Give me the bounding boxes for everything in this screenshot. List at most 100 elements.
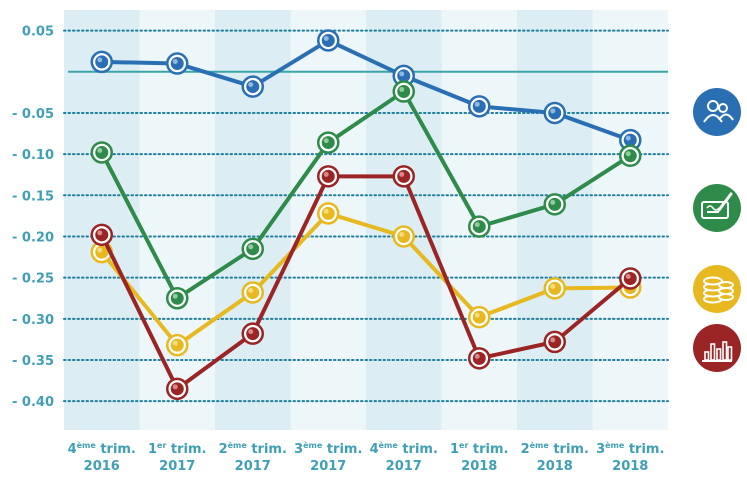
data-point-fill	[397, 229, 411, 243]
data-point-highlight	[97, 147, 103, 153]
data-point-fill	[170, 338, 184, 352]
data-point-fill	[623, 149, 637, 163]
data-point-highlight	[474, 353, 480, 359]
x-tick-label: 1er trim.	[148, 441, 207, 457]
data-point-fill	[95, 55, 109, 69]
x-tick-year: 2017	[159, 459, 195, 474]
data-point-fill	[246, 327, 260, 341]
legend-badge	[693, 324, 741, 372]
x-tick-year: 2017	[386, 459, 422, 474]
data-point-fill	[95, 228, 109, 242]
x-tick-year: 2017	[310, 459, 346, 474]
series-line	[101, 38, 631, 142]
people-icon	[693, 88, 741, 136]
data-point-highlight	[550, 283, 556, 289]
series-lines	[90, 29, 642, 401]
data-point-fill	[246, 242, 260, 256]
data-point-fill	[170, 291, 184, 305]
y-tick-label: 0.05	[22, 25, 54, 40]
x-tick-label: 3ème trim.	[294, 440, 362, 457]
data-point-fill	[321, 206, 335, 220]
band-6	[517, 10, 593, 430]
y-tick-label: - 0.10	[12, 148, 54, 163]
x-tick-year: 2016	[84, 459, 120, 474]
data-point-fill	[321, 136, 335, 150]
series-legend-icons	[693, 88, 741, 372]
data-point-highlight	[97, 230, 103, 236]
data-point-fill	[321, 33, 335, 47]
data-point-fill	[548, 106, 562, 120]
data-point-highlight	[550, 199, 556, 205]
data-point-highlight	[172, 59, 178, 65]
data-point-fill	[246, 285, 260, 299]
data-point-fill	[246, 80, 260, 94]
y-tick-label: - 0.15	[12, 189, 54, 204]
data-point-fill	[472, 99, 486, 113]
series-cheque	[90, 80, 642, 310]
data-point-highlight	[399, 87, 405, 93]
y-tick-label: - 0.25	[12, 272, 54, 287]
data-point-fill	[397, 169, 411, 183]
y-tick-label: - 0.30	[12, 313, 54, 328]
data-point-highlight	[172, 340, 178, 346]
data-point-highlight	[399, 71, 405, 77]
data-point-highlight	[323, 171, 329, 177]
data-point-highlight	[323, 35, 329, 41]
x-tick-year: 2018	[537, 459, 573, 474]
x-tick-label: 2ème trim.	[219, 440, 287, 457]
x-tick-year: 2018	[612, 459, 648, 474]
data-point-fill	[623, 271, 637, 285]
data-point-highlight	[172, 293, 178, 299]
background-bands	[64, 10, 668, 430]
y-tick-label: - 0.35	[12, 354, 54, 369]
data-point-highlight	[625, 273, 631, 279]
data-point-highlight	[550, 108, 556, 114]
data-point-highlight	[550, 337, 556, 343]
band-2	[215, 10, 291, 430]
series-line	[99, 174, 632, 391]
data-point-highlight	[97, 247, 103, 253]
x-tick-label: 2ème trim.	[521, 440, 589, 457]
series-bar-chart	[90, 165, 642, 401]
data-point-highlight	[474, 222, 480, 228]
data-point-fill	[95, 145, 109, 159]
data-point-highlight	[248, 287, 254, 293]
data-point-highlight	[172, 384, 178, 390]
y-tick-label: - 0.05	[12, 107, 54, 122]
data-point-highlight	[399, 171, 405, 177]
x-tick-label: 4ème trim.	[68, 440, 136, 457]
data-point-highlight	[474, 312, 480, 318]
series-people	[90, 29, 642, 152]
bar-chart-icon	[693, 324, 741, 372]
x-tick-label: 3ème trim.	[596, 440, 664, 457]
series-line	[99, 89, 632, 301]
x-tick-label: 4ème trim.	[370, 440, 438, 457]
y-tick-label: - 0.40	[12, 395, 54, 410]
y-tick-label: - 0.20	[12, 230, 54, 245]
data-point-fill	[548, 335, 562, 349]
data-point-highlight	[323, 138, 329, 144]
data-point-fill	[170, 382, 184, 396]
coins-icon	[693, 265, 741, 313]
data-point-fill	[472, 310, 486, 324]
x-tick-year: 2018	[461, 459, 497, 474]
x-tick-year: 2017	[235, 459, 271, 474]
data-point-fill	[397, 85, 411, 99]
data-point-highlight	[248, 244, 254, 250]
band-7	[592, 10, 668, 430]
data-point-fill	[548, 281, 562, 295]
data-point-highlight	[323, 208, 329, 214]
cheque-icon	[693, 184, 741, 232]
data-point-highlight	[248, 329, 254, 335]
data-point-highlight	[625, 135, 631, 141]
data-point-highlight	[625, 151, 631, 157]
y-axis-ticks: 0.05 - 0.05 - 0.10 - 0.15 - 0.20 - 0.25 - 0.30…	[12, 25, 54, 411]
x-axis-ticks: 4ème trim. 2016 1er trim. 2017 2ème trim. 201…	[68, 440, 665, 474]
data-point-highlight	[97, 57, 103, 63]
legend-badge	[693, 88, 741, 136]
legend-badge	[693, 184, 741, 232]
data-point-fill	[472, 220, 486, 234]
data-point-fill	[170, 57, 184, 71]
data-point-fill	[321, 169, 335, 183]
